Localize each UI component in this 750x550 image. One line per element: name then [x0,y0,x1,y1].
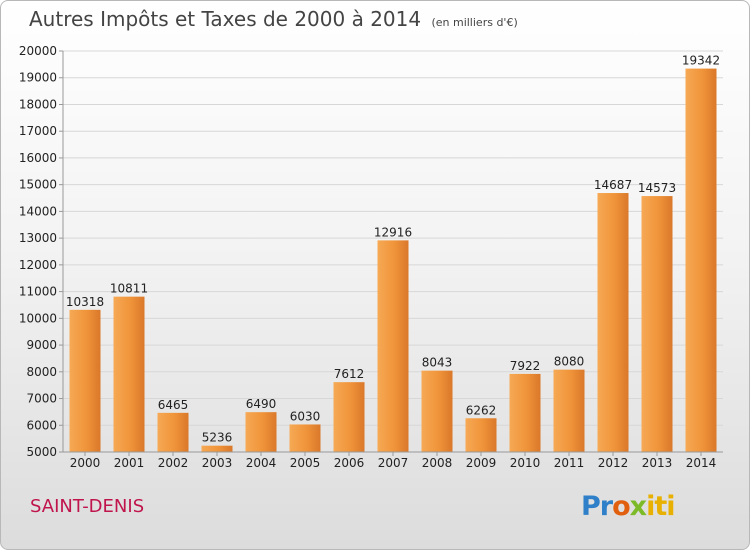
data-label: 19342 [682,54,720,68]
y-tick-label: 8000 [26,365,57,379]
data-label: 14687 [594,178,632,192]
x-tick-label: 2012 [598,456,629,470]
chart-title: Autres Impôts et Taxes de 2000 à 2014 (e… [29,7,518,31]
city-name: SAINT-DENIS [30,496,145,517]
y-tick-label: 16000 [19,151,57,165]
data-label: 6490 [246,397,277,411]
bar [157,412,189,452]
data-label: 7922 [510,359,541,373]
x-tick-label: 2007 [378,456,409,470]
bar [685,68,717,453]
chart-title-text: Autres Impôts et Taxes de 2000 à 2014 [29,7,422,31]
y-tick-label: 5000 [26,445,57,459]
chart-subtitle: (en milliers d'€) [431,16,518,29]
logo-part-4: iti [646,491,675,522]
bar [421,370,453,452]
logo-part-1: Pr [581,491,613,522]
y-tick-label: 7000 [26,392,57,406]
bar [509,373,541,452]
proxiti-logo[interactable]: Proxiti [581,491,676,522]
data-label: 7612 [334,367,365,381]
y-tick-label: 6000 [26,418,57,432]
y-tick-label: 13000 [19,231,57,245]
bar [377,240,409,452]
axes: 5000 6000 7000 8000 9000 10000 11000 12000 13000… [19,44,723,470]
logo-part-2: o [612,491,631,522]
bars [69,68,717,453]
x-tick-label: 2010 [510,456,541,470]
data-label: 8080 [554,355,585,369]
x-tick-label: 2011 [554,456,585,470]
bar [465,418,497,452]
bar [641,196,673,452]
data-label: 10811 [110,282,148,296]
x-tick-label: 2009 [466,456,497,470]
x-tick-label: 2001 [114,456,145,470]
data-label: 12916 [374,225,412,239]
x-tick-label: 2004 [246,456,277,470]
data-label: 14573 [638,181,676,195]
bar [553,369,585,452]
y-tick-label: 12000 [19,258,57,272]
y-tick-label: 11000 [19,285,57,299]
x-tick-label: 2008 [422,456,453,470]
logo-part-3: x [629,491,647,522]
y-tick-label: 17000 [19,124,57,138]
y-tick-label: 9000 [26,338,57,352]
x-tick-label: 2005 [290,456,321,470]
bar [201,445,233,452]
labels: 10318 10811 6465 5236 6490 6030 7612 12916 8043 6… [66,54,720,445]
bar [289,424,321,452]
bar [333,382,365,452]
bar [113,296,145,452]
x-tick-label: 2000 [70,456,101,470]
y-tick-label: 20000 [19,44,57,58]
data-label: 6465 [158,398,189,412]
y-tick-label: 14000 [19,204,57,218]
bar [245,412,277,452]
x-tick-label: 2003 [202,456,233,470]
x-tick-label: 2014 [686,456,717,470]
bar [597,193,629,453]
data-label: 5236 [202,431,233,445]
x-tick-label: 2006 [334,456,365,470]
y-tick-label: 15000 [19,178,57,192]
x-tick-label: 2013 [642,456,673,470]
data-label: 6030 [290,409,321,423]
y-tick-label: 19000 [19,71,57,85]
y-tick-label: 18000 [19,97,57,111]
bar [69,309,101,452]
x-tick-label: 2002 [158,456,189,470]
data-label: 6262 [466,403,497,417]
data-label: 8043 [422,356,453,370]
y-tick-label: 10000 [19,311,57,325]
data-label: 10318 [66,295,104,309]
